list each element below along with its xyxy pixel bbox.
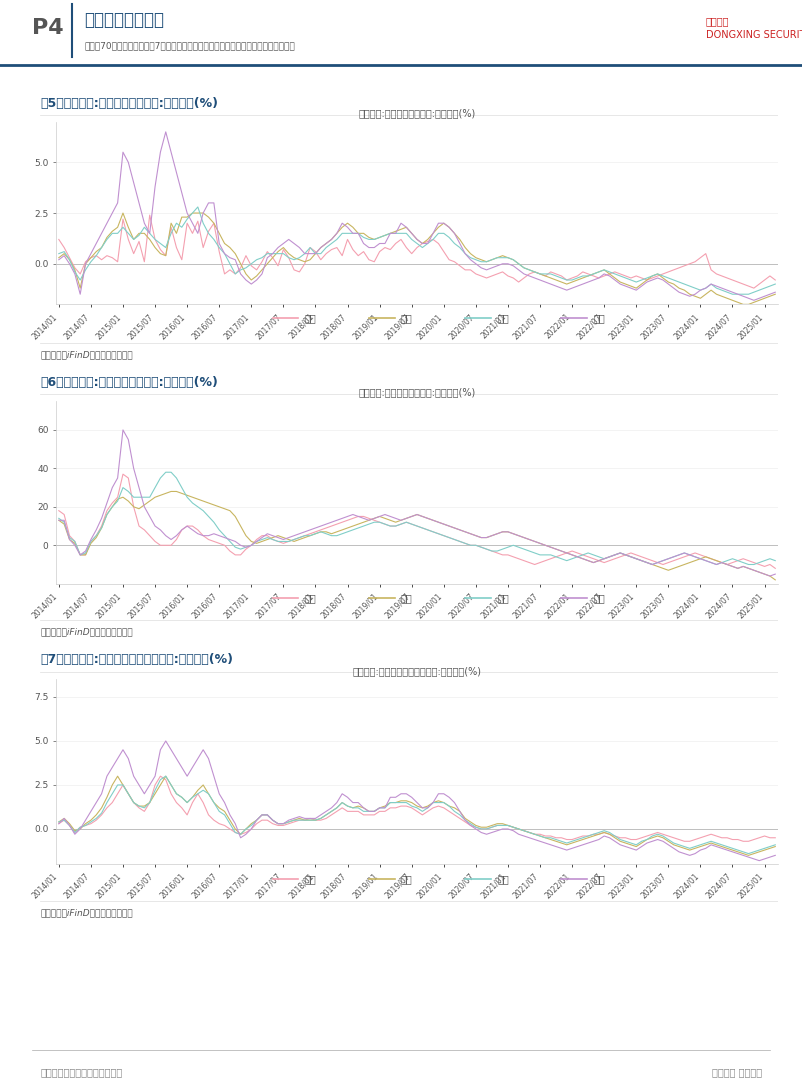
- Text: 资料来源：iFinD，东兴证券研究所: 资料来源：iFinD，东兴证券研究所: [40, 908, 132, 917]
- Text: 深圳: 深圳: [593, 592, 606, 603]
- Text: 东方财智 兴盛之源: 东方财智 兴盛之源: [712, 1066, 762, 1077]
- Title: 一线城市:二手住宅价格指数:当月同比(%): 一线城市:二手住宅价格指数:当月同比(%): [358, 388, 476, 398]
- Text: 广州: 广州: [401, 592, 413, 603]
- Text: P4: P4: [32, 18, 63, 38]
- Text: 广州: 广州: [401, 313, 413, 324]
- Text: 深圳: 深圳: [593, 313, 606, 324]
- Text: 图6：一线城市:二手住宅价格指数:当月同比(%): 图6：一线城市:二手住宅价格指数:当月同比(%): [40, 376, 218, 389]
- Text: 深圳: 深圳: [593, 874, 606, 885]
- Title: 一线城市:新建商品住宅价格指数:当月环比(%): 一线城市:新建商品住宅价格指数:当月环比(%): [353, 666, 481, 676]
- Text: 上海: 上海: [497, 592, 509, 603]
- Text: 北京: 北京: [305, 313, 317, 324]
- Text: 东兴证券行业报告: 东兴证券行业报告: [84, 11, 164, 28]
- Text: 图5：一线城市:二手住宅价格指数:当月环比(%): 图5：一线城市:二手住宅价格指数:当月环比(%): [40, 97, 218, 110]
- Text: 敬请参阅报告结尾处的免责声明: 敬请参阅报告结尾处的免责声明: [40, 1066, 123, 1077]
- Text: 广州: 广州: [401, 874, 413, 885]
- Text: 上海: 上海: [497, 313, 509, 324]
- Text: 资料来源：iFinD，东兴证券研究所: 资料来源：iFinD，东兴证券研究所: [40, 627, 132, 637]
- Text: 北京: 北京: [305, 874, 317, 885]
- Text: 上海: 上海: [497, 874, 509, 885]
- Text: 资料来源：iFinD，东兴证券研究所: 资料来源：iFinD，东兴证券研究所: [40, 350, 132, 360]
- Text: 北京: 北京: [305, 592, 317, 603]
- Text: 东兴证券
DONGXING SECURITIES: 东兴证券 DONGXING SECURITIES: [706, 16, 802, 40]
- Title: 一线城市:二手住宅价格指数:当月环比(%): 一线城市:二手住宅价格指数:当月环比(%): [358, 109, 476, 118]
- Text: 房地产70城房价数据点评：7月各线城市住宅价格环比继续下滑，二三线降幅大于一线: 房地产70城房价数据点评：7月各线城市住宅价格环比继续下滑，二三线降幅大于一线: [84, 41, 295, 50]
- Text: 图7：一线城市:新建商品住宅价格指数:当月环比(%): 图7：一线城市:新建商品住宅价格指数:当月环比(%): [40, 653, 233, 666]
